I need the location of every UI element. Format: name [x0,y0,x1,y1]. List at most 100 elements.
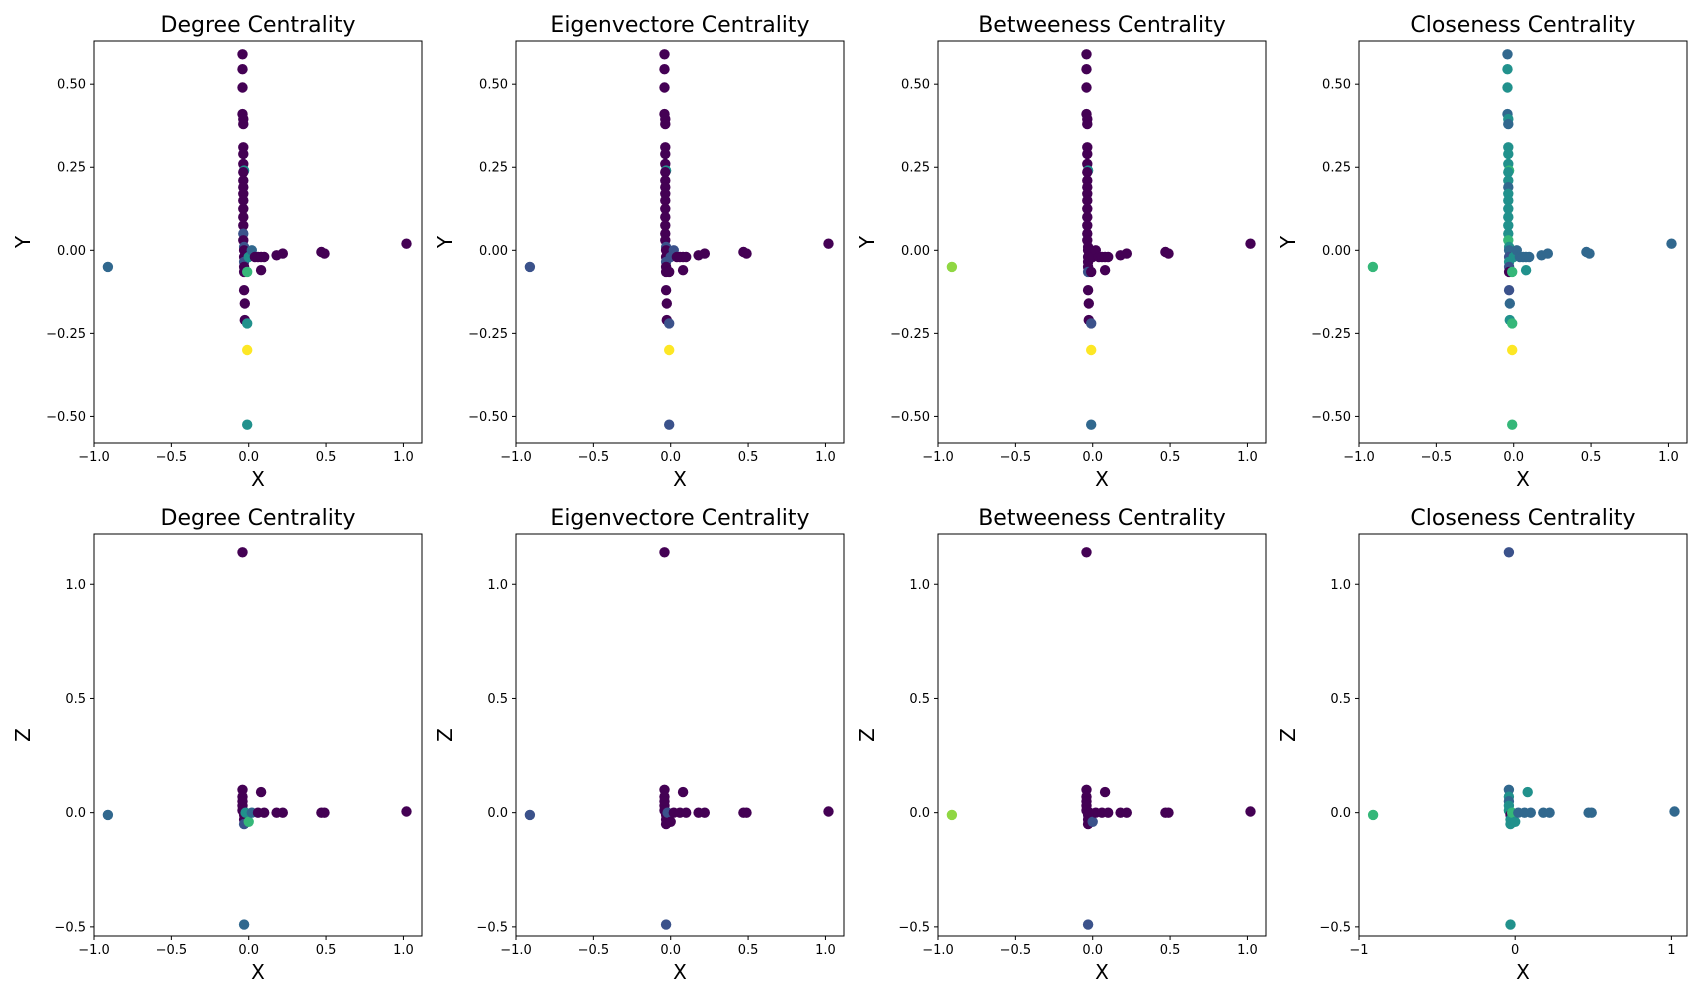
data-point [660,211,671,223]
data-point [319,807,330,818]
data-point [1666,238,1677,249]
y-tick-label: −0.50 [890,410,930,425]
data-point [946,261,958,273]
x-tick-label: −1 [1349,943,1368,958]
axes-frame [515,533,845,937]
x-tick-label: 1.0 [1658,450,1679,465]
data-point [664,266,675,278]
y-tick-label: −0.5 [898,920,930,935]
subplot-6: −1.0 −0.5 0.0 0.5 1.0 −0.5 0.0 0.5 1.0 Eigenvecto… [433,506,845,984]
data-point [1082,220,1093,231]
data-point [1081,547,1092,558]
y-tick-label: 0.5 [65,692,86,707]
plot-area [94,41,422,443]
plot-area [1359,41,1687,443]
data-point [238,118,249,130]
data-point [1083,298,1095,309]
data-point [660,148,671,160]
x-tick-label: −0.5 [578,450,610,465]
data-point [1503,211,1514,223]
data-point [1086,344,1097,356]
y-tick-label: 1.0 [65,578,86,593]
y-tick-label: 0.00 [1322,244,1351,259]
x-tick-label: 0 [1511,943,1519,958]
x-tick-label: −0.5 [1421,450,1453,465]
plot-area [94,534,422,936]
y-tick-label: −0.5 [476,920,508,935]
x-tick-label: 0.0 [238,943,259,958]
data-point [1082,118,1093,130]
data-point [401,806,412,817]
y-axis-label: Y [1276,235,1300,249]
x-tick-label: 0.0 [660,943,681,958]
data-point [242,419,253,430]
subplot-7: −1.0 −0.5 0.0 0.5 1.0 −0.5 0.0 0.5 1.0 Betweeness… [855,506,1267,984]
subplot-title: Betweeness Centrality [978,506,1226,531]
data-point [664,419,675,430]
data-point [1505,919,1516,930]
data-point [1522,786,1533,798]
y-tick-label: 0.50 [901,78,930,93]
data-point [659,82,670,93]
data-point [1503,118,1514,130]
data-point [1544,807,1555,818]
data-point [1503,220,1514,231]
data-point [319,248,330,259]
data-point [259,251,270,263]
data-point [1503,285,1515,296]
data-point [660,285,672,296]
y-axis-label: Y [11,235,35,249]
axes-frame [93,40,423,444]
y-tick-label: 0.50 [57,78,86,93]
y-tick-label: 1.0 [487,578,508,593]
x-tick-label: −1.0 [500,943,532,958]
y-axis-label: Y [433,235,457,249]
data-point [1503,203,1514,214]
data-point [1086,419,1097,430]
data-point [255,265,267,276]
x-tick-label: 0.5 [738,450,759,465]
subplot-2: −1.0 −0.5 0.0 0.5 1.0 −0.50 −0.25 0.00 0.25 0.50 E… [433,13,845,491]
x-tick-label: 1.0 [393,450,414,465]
x-tick-label: 0.0 [238,450,259,465]
y-tick-label: 0.25 [1322,161,1351,176]
x-axis-label: X [1095,467,1109,491]
data-point [524,261,536,273]
x-axis-label: X [1516,960,1530,984]
x-tick-label: 1.0 [815,943,836,958]
scatter-points [1367,49,1677,430]
data-point [660,919,672,930]
data-point [1082,285,1094,296]
x-axis-label: X [251,960,265,984]
subplot-title: Eigenvectore Centrality [550,13,809,38]
data-point [1082,195,1093,206]
x-tick-label: 0.0 [1503,450,1524,465]
data-point [660,220,671,231]
data-point [677,786,689,798]
scatter-points [524,49,834,430]
data-point [1103,251,1114,263]
y-tick-label: −0.25 [1311,327,1351,342]
x-tick-label: 0.0 [660,450,681,465]
data-point [699,807,710,818]
data-point [946,809,958,821]
y-axis-label: Z [1276,728,1300,742]
data-point [237,63,248,75]
plot-area [938,41,1266,443]
data-point [1121,807,1133,818]
data-point [660,118,671,130]
data-point [1510,816,1521,827]
axes-frame [937,40,1267,444]
y-axis-label: Z [433,728,457,742]
data-point [664,344,675,356]
data-point [1586,807,1597,818]
y-tick-label: −0.50 [1311,410,1351,425]
x-axis-label: X [673,467,687,491]
data-point [1163,807,1174,818]
y-tick-label: 0.0 [1330,806,1351,821]
data-point [1086,318,1097,329]
y-tick-label: −0.25 [468,327,508,342]
x-tick-label: −1.0 [500,450,532,465]
scatter-points [1367,547,1680,930]
plot-area [1359,534,1687,936]
